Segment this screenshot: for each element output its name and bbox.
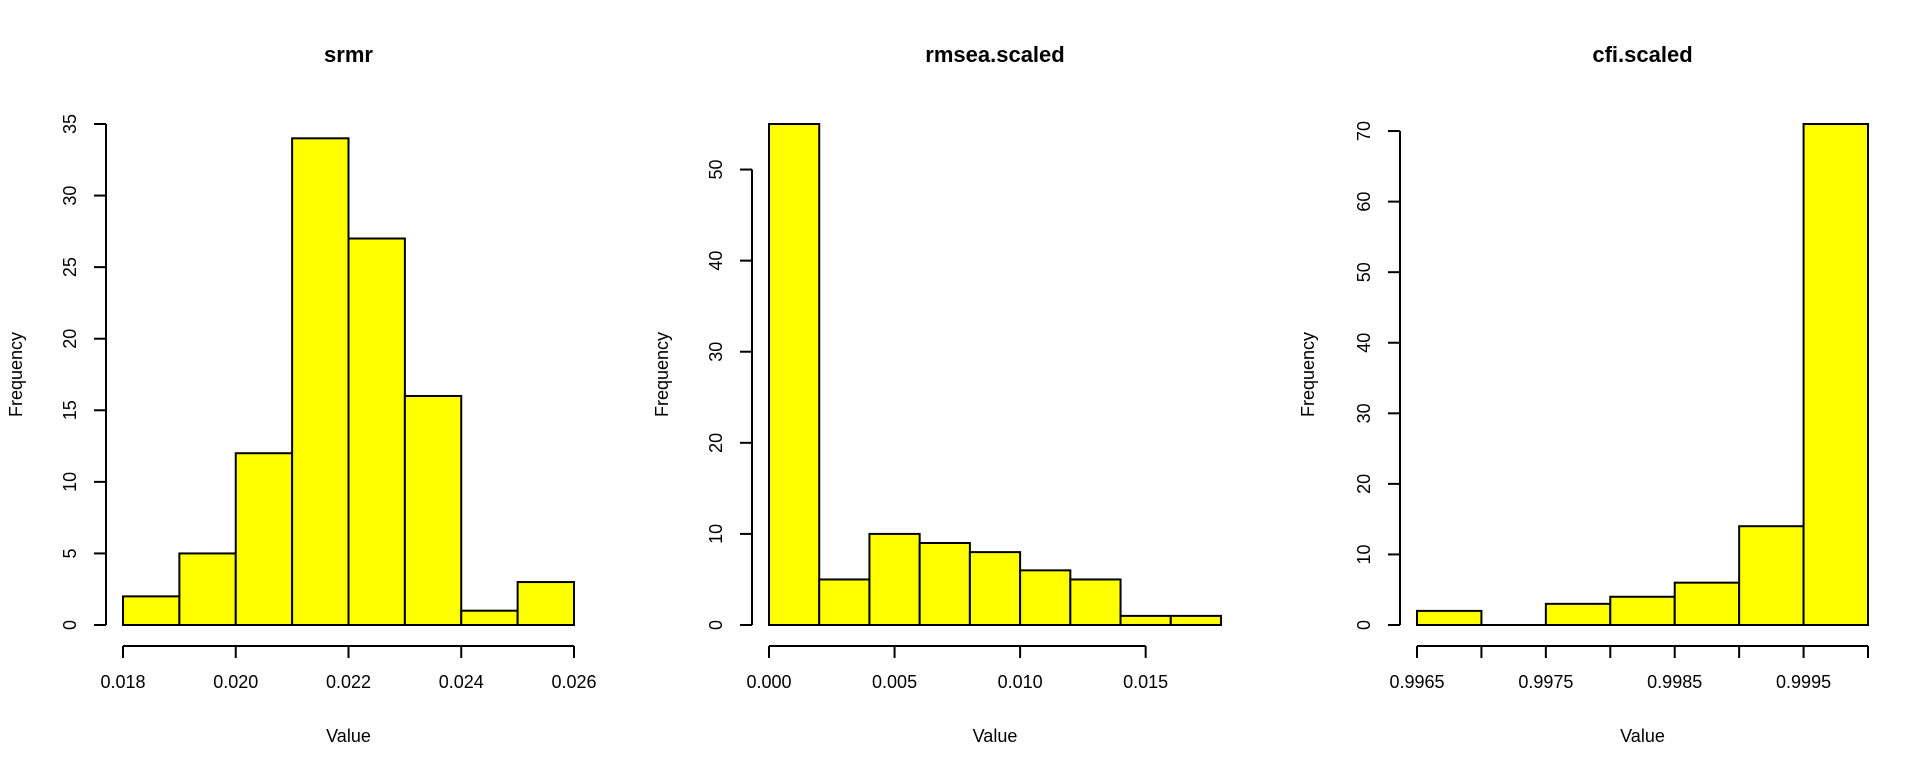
histogram-bar bbox=[1738, 525, 1805, 626]
panel-title: srmr bbox=[324, 42, 373, 67]
y-tick-label: 30 bbox=[706, 342, 726, 362]
y-axis-label: Frequency bbox=[652, 332, 672, 417]
x-tick-label: 0.000 bbox=[746, 672, 791, 692]
panel-srmr: srmr Value Frequency 0.018 0.020 0.022 0.02… bbox=[6, 42, 597, 746]
histogram-bar bbox=[818, 578, 871, 626]
x-tick-label: 0.9975 bbox=[1518, 672, 1573, 692]
y-tick-label: 30 bbox=[60, 186, 80, 206]
histogram-bar bbox=[1416, 609, 1483, 627]
panel-title: cfi.scaled bbox=[1592, 42, 1692, 67]
histogram-bar bbox=[291, 137, 350, 626]
histogram-bar bbox=[1069, 578, 1122, 626]
histogram-bar bbox=[234, 452, 294, 626]
y-tick-label: 50 bbox=[706, 160, 726, 180]
x-tick-label: 0.026 bbox=[551, 672, 596, 692]
y-tick-label: 60 bbox=[1354, 192, 1374, 212]
panel-cfi-scaled: cfi.scaled Value Frequency 0.9965 0.9975 0… bbox=[1298, 42, 1869, 746]
y-tick-label: 0 bbox=[706, 620, 726, 630]
histogram-bar bbox=[1019, 569, 1072, 627]
histogram-bar bbox=[516, 581, 575, 626]
x-tick-label: 0.022 bbox=[326, 672, 371, 692]
x-tick-label: 0.9995 bbox=[1776, 672, 1831, 692]
histogram-bar bbox=[347, 237, 406, 626]
histogram-bar bbox=[178, 552, 237, 627]
y-tick-label: 20 bbox=[706, 433, 726, 453]
x-axis-label: Value bbox=[973, 726, 1018, 746]
y-axis-label: Frequency bbox=[6, 332, 26, 417]
x-tick-label: 0.018 bbox=[100, 672, 145, 692]
y-tick-label: 70 bbox=[1354, 121, 1374, 141]
x-tick-label: 0.015 bbox=[1123, 672, 1168, 692]
histogram-bar bbox=[122, 595, 181, 626]
panel-title: rmsea.scaled bbox=[925, 42, 1064, 67]
y-tick-label: 20 bbox=[60, 329, 80, 349]
histogram-bar bbox=[1673, 581, 1741, 627]
y-tick-label: 15 bbox=[60, 400, 80, 420]
histogram-bar bbox=[768, 123, 821, 626]
y-tick-label: 10 bbox=[706, 524, 726, 544]
y-tick-label: 0 bbox=[1354, 620, 1374, 630]
histogram-bar bbox=[460, 609, 519, 627]
x-axis-label: Value bbox=[1620, 726, 1665, 746]
y-tick-label: 10 bbox=[1354, 544, 1374, 564]
y-tick-label: 35 bbox=[60, 114, 80, 134]
histogram-bar bbox=[968, 551, 1022, 626]
histogram-bar bbox=[1169, 614, 1223, 627]
histogram-bar bbox=[1119, 614, 1172, 627]
y-tick-label: 0 bbox=[60, 620, 80, 630]
histogram-bar bbox=[868, 532, 921, 627]
y-tick-label: 20 bbox=[1354, 474, 1374, 494]
x-tick-label: 0.010 bbox=[998, 672, 1043, 692]
y-tick-label: 10 bbox=[60, 472, 80, 492]
y-tick-label: 5 bbox=[60, 548, 80, 558]
panel-rmsea-scaled: rmsea.scaled Value Frequency 0.000 0.005 0… bbox=[652, 42, 1223, 746]
x-axis-label: Value bbox=[326, 726, 371, 746]
histogram-bar bbox=[918, 542, 971, 627]
histogram-bar bbox=[1609, 595, 1676, 627]
y-tick-label: 50 bbox=[1354, 262, 1374, 282]
x-tick-label: 0.024 bbox=[439, 672, 484, 692]
x-tick-label: 0.005 bbox=[872, 672, 917, 692]
x-tick-label: 0.9965 bbox=[1389, 672, 1444, 692]
y-tick-label: 40 bbox=[1354, 333, 1374, 353]
histogram-bar bbox=[1802, 123, 1869, 626]
y-tick-label: 40 bbox=[706, 251, 726, 271]
histogram-bar bbox=[403, 394, 463, 626]
x-tick-label: 0.9985 bbox=[1647, 672, 1702, 692]
y-tick-label: 25 bbox=[60, 257, 80, 277]
x-tick-label: 0.020 bbox=[213, 672, 258, 692]
histogram-bar bbox=[1544, 602, 1612, 627]
y-tick-label: 30 bbox=[1354, 403, 1374, 423]
y-axis-label: Frequency bbox=[1298, 332, 1318, 417]
